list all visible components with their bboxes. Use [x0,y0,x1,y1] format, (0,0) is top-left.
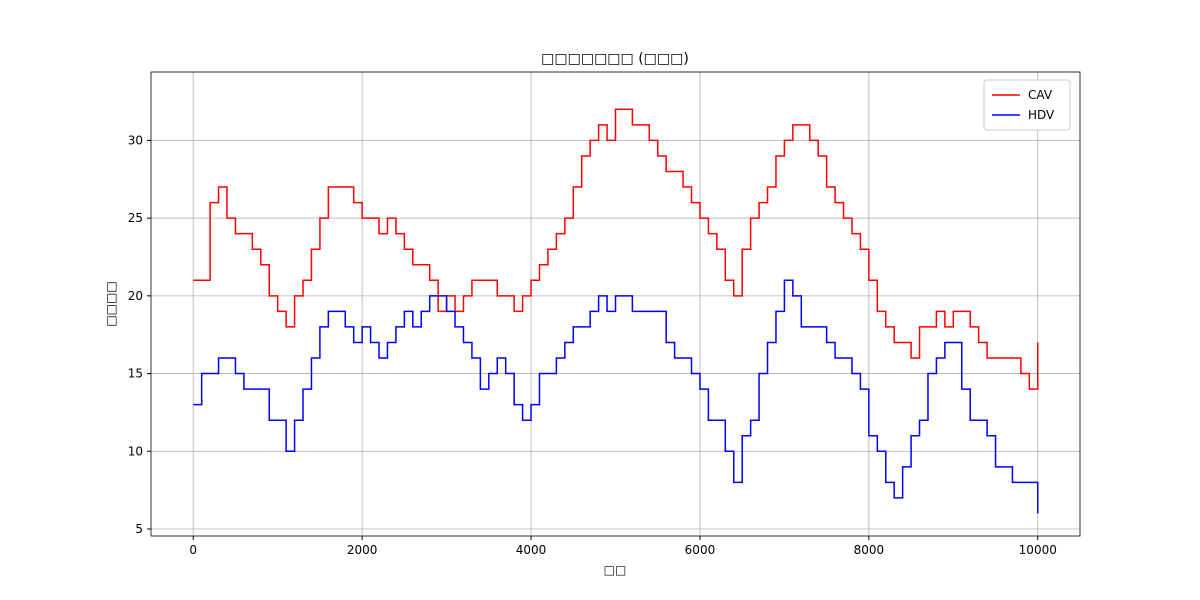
chart-title: □□□□□□□ (□□□) [541,51,689,67]
y-axis-label: □□□□ [104,281,118,326]
x-tick-label: 8000 [854,543,885,557]
y-tick-label: 15 [128,367,143,381]
y-tick-label: 30 [128,133,143,147]
y-tick-label: 10 [128,444,143,458]
y-tick-label: 20 [128,289,143,303]
legend-label: CAV [1028,88,1053,102]
x-tick-label: 0 [189,543,197,557]
x-tick-label: 2000 [347,543,378,557]
y-tick-label: 5 [135,522,143,536]
legend-box [983,79,1071,131]
data-line [193,279,1039,514]
x-axis-label: □□ [604,563,627,577]
plot-frame [150,71,1081,537]
y-tick-label: 25 [128,211,143,225]
data-line [193,108,1039,390]
x-tick-label: 6000 [685,543,716,557]
x-tick-label: 10000 [1019,543,1057,557]
legend-label: HDV [1028,108,1055,122]
legend: CAV HDV [983,79,1071,131]
x-tick-label: 4000 [516,543,547,557]
